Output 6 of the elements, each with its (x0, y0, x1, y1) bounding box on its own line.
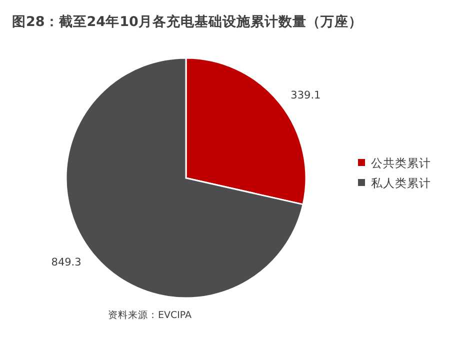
chart-title: 图28：截至24年10月各充电基础设施累计数量（万座） (12, 13, 362, 30)
legend-label: 私人类累计 (371, 176, 431, 190)
text: 资料来源：EVCIPA (108, 309, 192, 321)
data-label: 849.3 (51, 256, 82, 269)
legend-label: 公共类累计 (371, 156, 431, 170)
data-label: 339.1 (290, 89, 321, 102)
